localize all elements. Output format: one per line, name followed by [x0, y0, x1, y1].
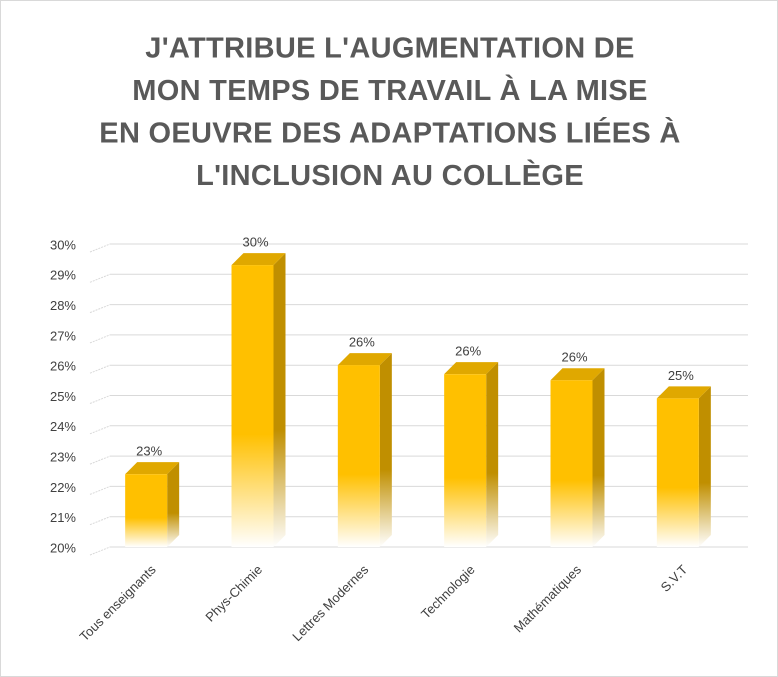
bar	[337, 365, 380, 547]
bar	[444, 374, 487, 547]
bar-side	[167, 462, 180, 547]
bar-top	[231, 253, 286, 266]
bar-top	[444, 362, 499, 375]
y-tick-label: 20%	[50, 540, 76, 555]
bar-top	[337, 353, 392, 366]
grid-line-depth	[89, 243, 111, 253]
value-label: 23%	[136, 444, 162, 459]
bar-side	[698, 386, 711, 547]
bar	[656, 398, 699, 547]
y-tick-label: 26%	[50, 359, 76, 374]
grid-line-depth	[89, 395, 111, 404]
grid-line-depth	[89, 364, 111, 374]
chart-title: L'INCLUSION AU COLLÈGE	[196, 158, 584, 192]
bar	[231, 265, 274, 547]
bar	[125, 474, 168, 547]
value-label: 25%	[668, 368, 694, 383]
grid-line-depth	[89, 304, 111, 314]
grid-line-depth	[89, 516, 111, 526]
grid-line-depth	[89, 273, 111, 283]
bar-side	[486, 362, 499, 547]
y-tick-label: 30%	[50, 237, 76, 252]
grid-line-depth	[89, 334, 111, 344]
grid-line-depth	[89, 546, 111, 556]
value-label: 30%	[242, 235, 268, 250]
bar	[550, 380, 593, 547]
y-tick-label: 21%	[50, 510, 76, 525]
y-tick-label: 22%	[50, 480, 76, 495]
value-label: 26%	[455, 344, 481, 359]
chart-title: J'ATTRIBUE L'AUGMENTATION DE	[145, 33, 634, 65]
y-tick-label: 28%	[50, 298, 76, 313]
bar-top	[125, 462, 180, 475]
value-label: 26%	[561, 350, 587, 365]
bar-top	[656, 386, 711, 399]
bar-top	[550, 368, 605, 381]
bar-side	[592, 368, 605, 547]
y-tick-label: 25%	[50, 389, 76, 404]
grid-line-depth	[89, 455, 111, 465]
bar-side	[379, 353, 392, 547]
y-tick-label: 27%	[50, 328, 76, 343]
chart-title: MON TEMPS DE TRAVAIL À LA MISE	[132, 73, 647, 107]
value-label: 26%	[349, 335, 375, 350]
y-tick-label: 23%	[50, 450, 76, 465]
grid-line-depth	[89, 485, 111, 495]
bar-side	[273, 253, 286, 547]
y-tick-label: 24%	[50, 419, 76, 434]
chart-title: EN OEUVRE DES ADAPTATIONS LIÉES À	[99, 116, 680, 150]
y-tick-label: 29%	[50, 268, 76, 283]
grid-line-depth	[89, 425, 111, 435]
